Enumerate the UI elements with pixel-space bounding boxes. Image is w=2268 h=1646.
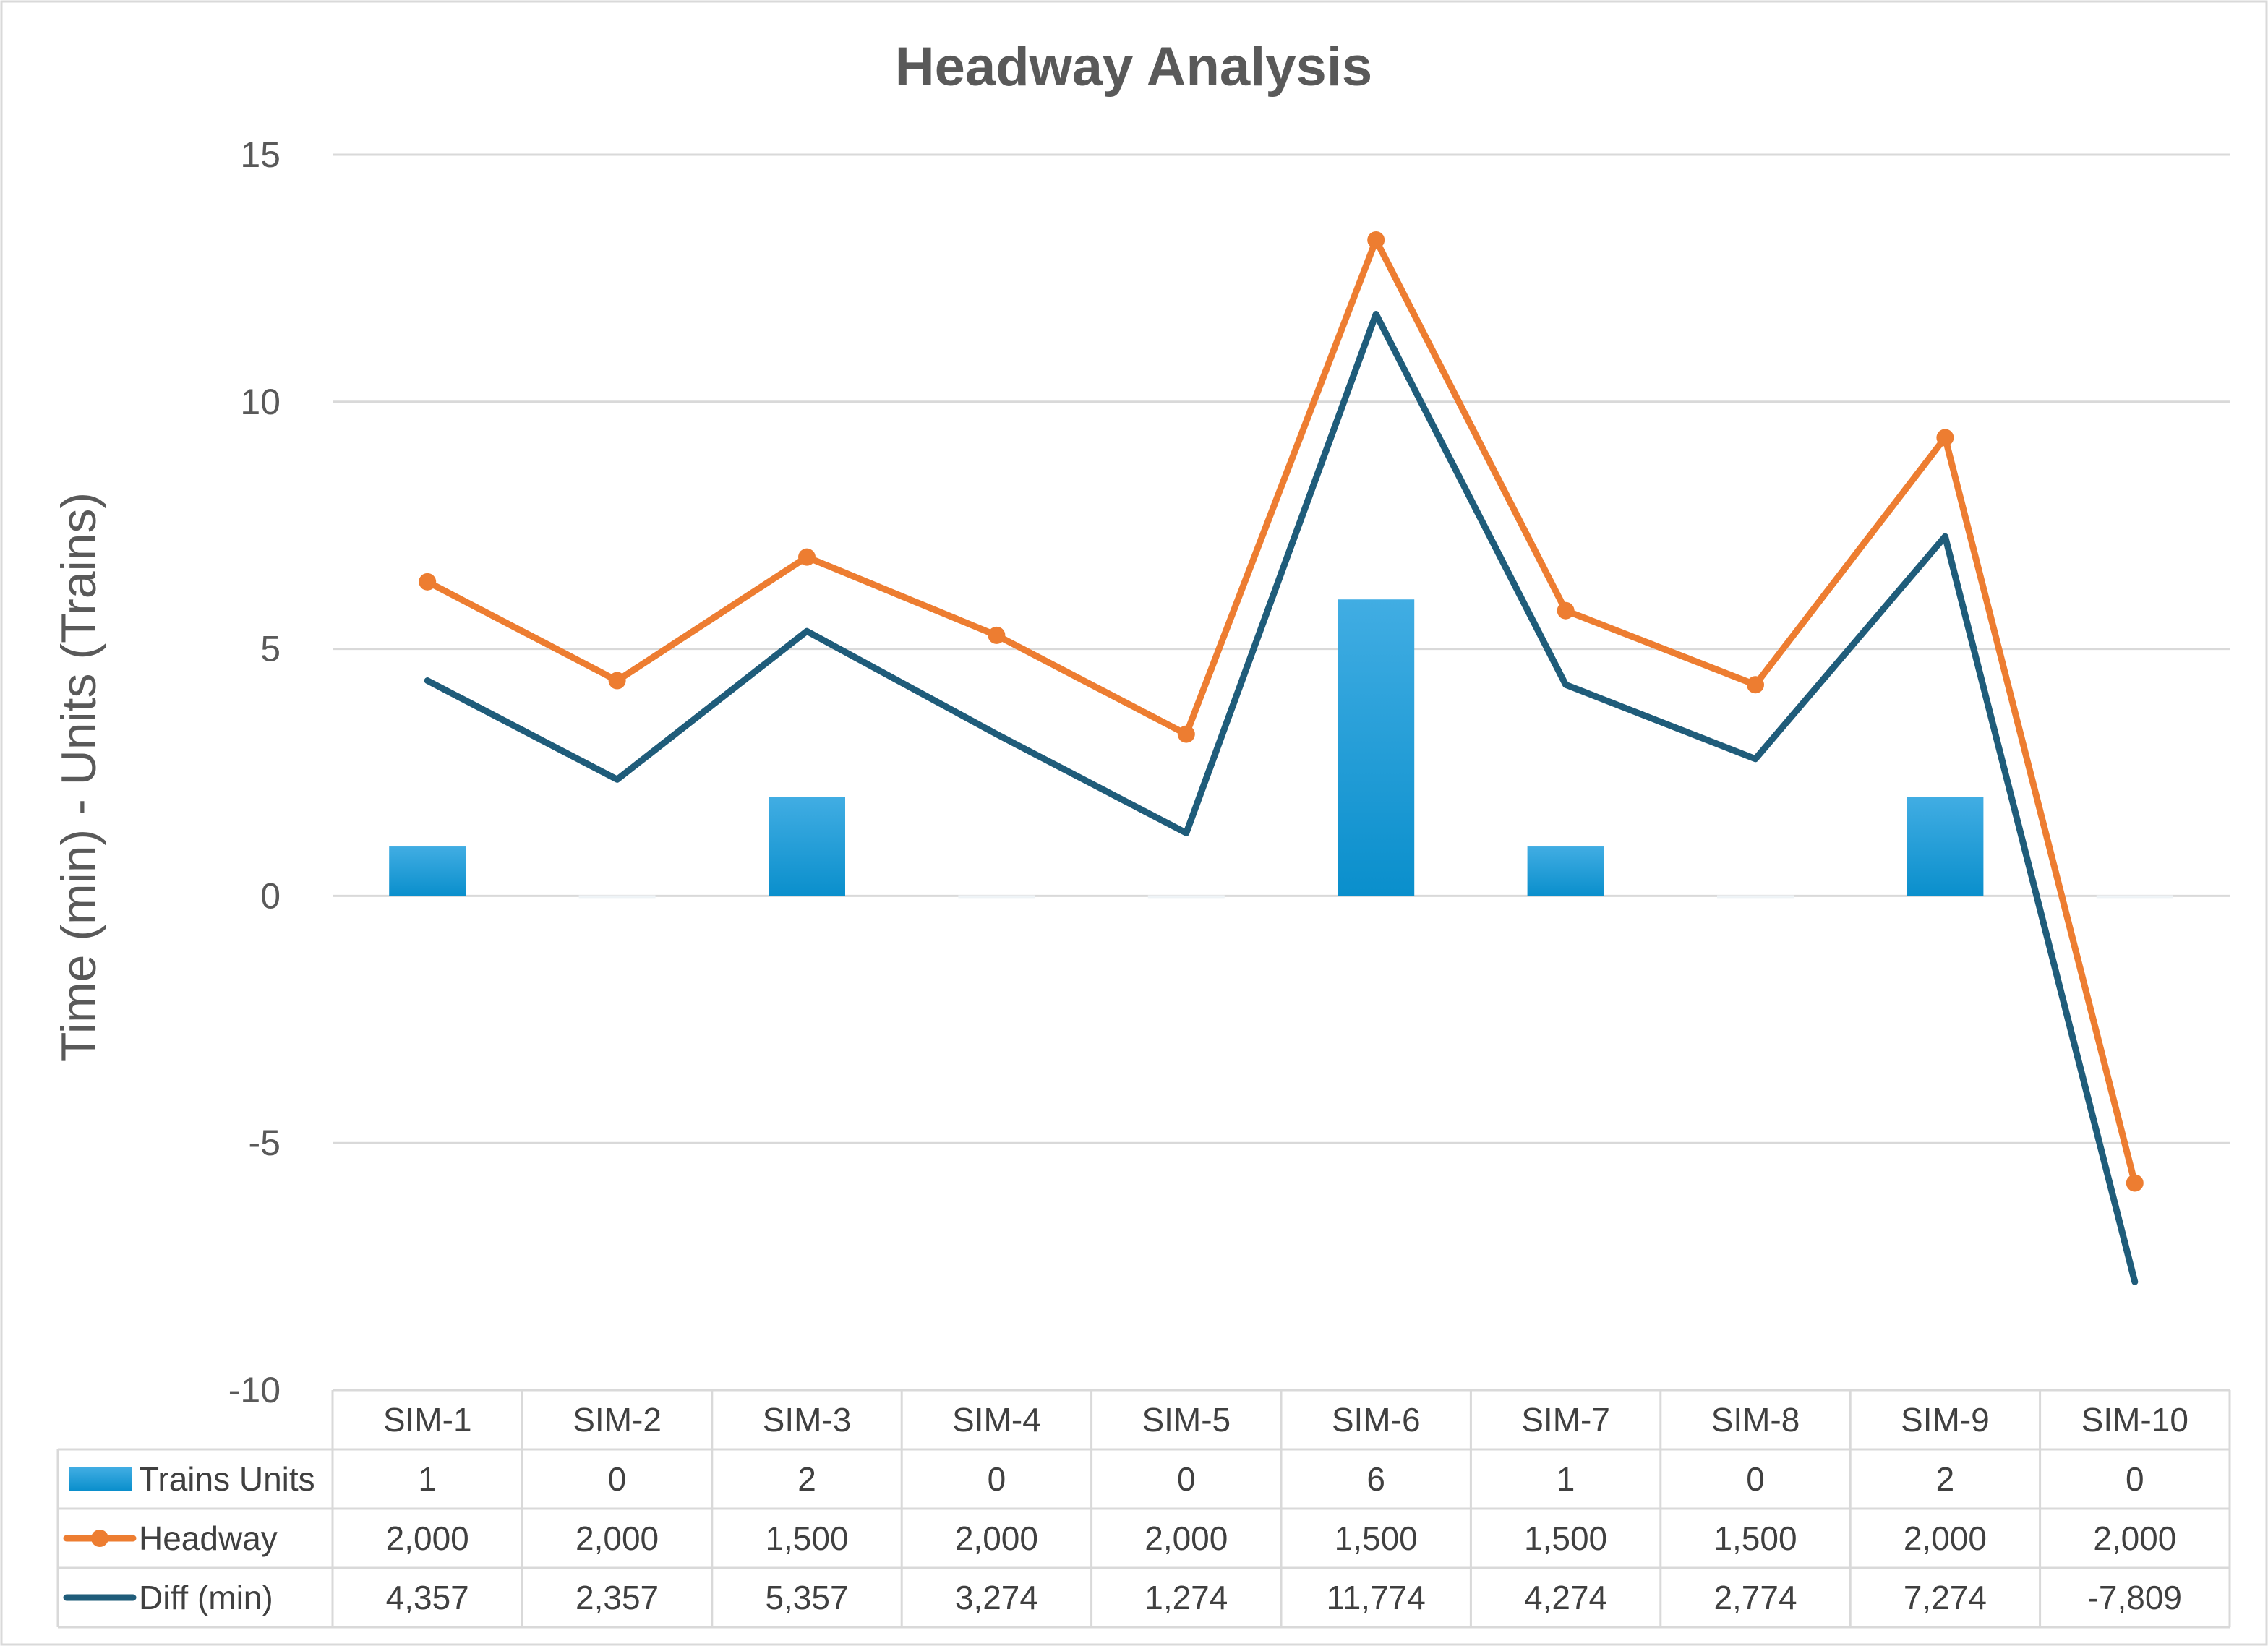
bar <box>958 895 1035 898</box>
data-point <box>1178 726 1195 743</box>
table-cell: 2,774 <box>1713 1579 1797 1616</box>
category-label: SIM-2 <box>573 1401 662 1439</box>
table-cell: -7,809 <box>2088 1579 2182 1616</box>
legend-label: Trains Units <box>139 1460 315 1498</box>
table-cell: 4,357 <box>386 1579 469 1616</box>
table-cell: 1,500 <box>1713 1519 1797 1557</box>
bar <box>769 797 845 896</box>
table-cell: 3,274 <box>955 1579 1038 1616</box>
table-cell: 1,500 <box>765 1519 848 1557</box>
table-cell: 2,000 <box>1144 1519 1228 1557</box>
table-cell: 5,357 <box>765 1579 848 1616</box>
legend-marker <box>91 1530 108 1547</box>
table-cell: 2,000 <box>575 1519 659 1557</box>
y-tick-label: 15 <box>240 134 281 175</box>
category-label: SIM-10 <box>2081 1401 2188 1439</box>
category-label: SIM-6 <box>1332 1401 1421 1439</box>
bar <box>1528 846 1604 896</box>
table-cell: 1,274 <box>1144 1579 1228 1616</box>
y-tick-label: -10 <box>228 1370 281 1410</box>
data-point <box>1367 231 1385 249</box>
table-cell: 0 <box>1177 1460 1196 1498</box>
category-label: SIM-5 <box>1142 1401 1231 1439</box>
data-point <box>1557 602 1575 620</box>
table-cell: 6 <box>1366 1460 1385 1498</box>
data-point <box>2126 1175 2144 1192</box>
bar <box>1148 895 1225 898</box>
y-tick-label: -5 <box>249 1123 281 1163</box>
table-cell: 4,274 <box>1524 1579 1607 1616</box>
bar <box>389 846 466 896</box>
bar <box>579 895 656 898</box>
table-cell: 2,000 <box>2093 1519 2176 1557</box>
table-cell: 11,774 <box>1327 1579 1426 1616</box>
data-point <box>419 573 436 591</box>
bar <box>1338 599 1414 896</box>
data-point <box>988 627 1005 644</box>
y-tick-label: 0 <box>260 875 281 916</box>
bar <box>1907 797 1983 896</box>
category-label: SIM-9 <box>1901 1401 1990 1439</box>
legend-label: Diff (min) <box>139 1579 273 1616</box>
table-cell: 2,000 <box>386 1519 469 1557</box>
legend-label: Headway <box>139 1519 278 1557</box>
table-cell: 2,357 <box>575 1579 659 1616</box>
y-axis-label: Time (min) - Units (Trains) <box>51 492 106 1062</box>
chart-title: Headway Analysis <box>895 36 1372 98</box>
table-cell: 1,500 <box>1524 1519 1607 1557</box>
table-cell: 0 <box>2126 1460 2144 1498</box>
category-label: SIM-7 <box>1521 1401 1610 1439</box>
table-cell: 1,500 <box>1335 1519 1418 1557</box>
category-label: SIM-4 <box>952 1401 1041 1439</box>
y-tick-label: 5 <box>260 629 281 669</box>
data-point <box>1936 429 1954 446</box>
table-cell: 2 <box>1936 1460 1955 1498</box>
table-cell: 2 <box>797 1460 816 1498</box>
data-point <box>609 672 626 690</box>
data-point <box>1747 676 1764 693</box>
bar <box>1717 895 1794 898</box>
table-cell: 0 <box>1746 1460 1765 1498</box>
table-cell: 7,274 <box>1904 1579 1987 1616</box>
y-tick-label: 10 <box>240 382 281 422</box>
category-label: SIM-1 <box>383 1401 472 1439</box>
table-cell: 0 <box>988 1460 1006 1498</box>
table-cell: 2,000 <box>955 1519 1038 1557</box>
table-cell: 0 <box>608 1460 627 1498</box>
category-label: SIM-3 <box>763 1401 852 1439</box>
data-point <box>798 549 816 566</box>
category-label: SIM-8 <box>1711 1401 1800 1439</box>
table-cell: 1 <box>418 1460 437 1498</box>
table-cell: 1 <box>1557 1460 1575 1498</box>
table-cell: 2,000 <box>1904 1519 1987 1557</box>
legend-key <box>69 1467 132 1491</box>
bar <box>2097 895 2173 898</box>
